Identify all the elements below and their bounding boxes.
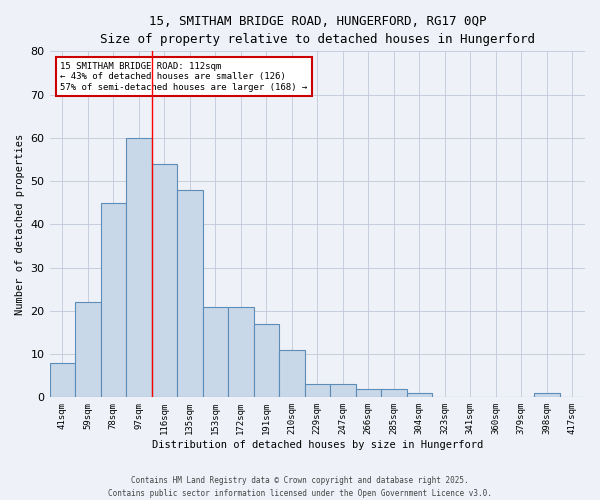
Bar — [228, 306, 254, 398]
Bar — [279, 350, 305, 398]
Bar — [101, 202, 126, 398]
Title: 15, SMITHAM BRIDGE ROAD, HUNGERFORD, RG17 0QP
Size of property relative to detac: 15, SMITHAM BRIDGE ROAD, HUNGERFORD, RG1… — [100, 15, 535, 46]
Bar — [203, 306, 228, 398]
Bar — [50, 362, 75, 398]
Bar — [381, 388, 407, 398]
Bar — [254, 324, 279, 398]
Text: 15 SMITHAM BRIDGE ROAD: 112sqm
← 43% of detached houses are smaller (126)
57% of: 15 SMITHAM BRIDGE ROAD: 112sqm ← 43% of … — [60, 62, 308, 92]
Text: Contains HM Land Registry data © Crown copyright and database right 2025.
Contai: Contains HM Land Registry data © Crown c… — [108, 476, 492, 498]
Bar — [330, 384, 356, 398]
Bar — [177, 190, 203, 398]
X-axis label: Distribution of detached houses by size in Hungerford: Distribution of detached houses by size … — [152, 440, 483, 450]
Y-axis label: Number of detached properties: Number of detached properties — [15, 134, 25, 315]
Bar — [152, 164, 177, 398]
Bar — [126, 138, 152, 398]
Bar — [75, 302, 101, 398]
Bar — [305, 384, 330, 398]
Bar — [534, 393, 560, 398]
Bar — [356, 388, 381, 398]
Bar — [407, 393, 432, 398]
